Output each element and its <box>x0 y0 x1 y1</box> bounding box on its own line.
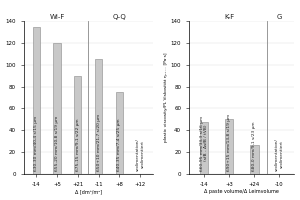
Text: sedimentation/
sedimentiert: sedimentation/ sedimentiert <box>136 138 145 171</box>
Text: K-F: K-F <box>224 14 234 20</box>
Bar <box>200 122 208 174</box>
Text: G: G <box>277 14 282 20</box>
Bar <box>116 92 123 174</box>
Text: 680-0 mm/9,1 s/23 μm: 680-0 mm/9,1 s/23 μm <box>252 121 256 171</box>
Text: 655-20 mm/10,8 s/19 μm: 655-20 mm/10,8 s/19 μm <box>55 116 59 171</box>
Bar <box>53 43 61 174</box>
Bar <box>95 59 102 174</box>
Text: 630-30 mm/40,4 s/15 μm: 630-30 mm/40,4 s/15 μm <box>34 116 38 171</box>
Bar <box>74 76 82 174</box>
X-axis label: Δ paste volume/Δ Leimvolume: Δ paste volume/Δ Leimvolume <box>204 189 279 194</box>
Text: WI-F: WI-F <box>49 14 65 20</box>
Text: 690+15 mm/13,8 s/19 μm: 690+15 mm/13,8 s/19 μm <box>227 114 231 171</box>
X-axis label: Δ [dm³/m²]: Δ [dm³/m²] <box>75 189 102 194</box>
Bar <box>250 145 259 174</box>
Bar <box>32 27 40 174</box>
Y-axis label: plastic viscosity/PL Viskosität ηₕ₊₋₌ [Pa·s]: plastic viscosity/PL Viskosität ηₕ₊₋₌ [P… <box>164 53 168 142</box>
Bar <box>225 119 233 174</box>
Text: 650+10 mm/21,7 s/20 μm: 650+10 mm/21,7 s/20 μm <box>97 114 101 171</box>
Text: sedimentation/
sedimentiert: sedimentation/ sedimentiert <box>275 138 284 171</box>
Text: Q-Q: Q-Q <box>112 14 126 20</box>
Text: 640-35 mm/7,4 s/25 μm: 640-35 mm/7,4 s/25 μm <box>118 118 122 171</box>
Text: 660-95 mm/33,3 s/16 μm
(sfB - ΔsfB / tVB): 660-95 mm/33,3 s/16 μm (sfB - ΔsfB / tVB… <box>200 116 208 171</box>
Text: 675-15 mm/9,1 s/22 μm: 675-15 mm/9,1 s/22 μm <box>76 118 80 171</box>
